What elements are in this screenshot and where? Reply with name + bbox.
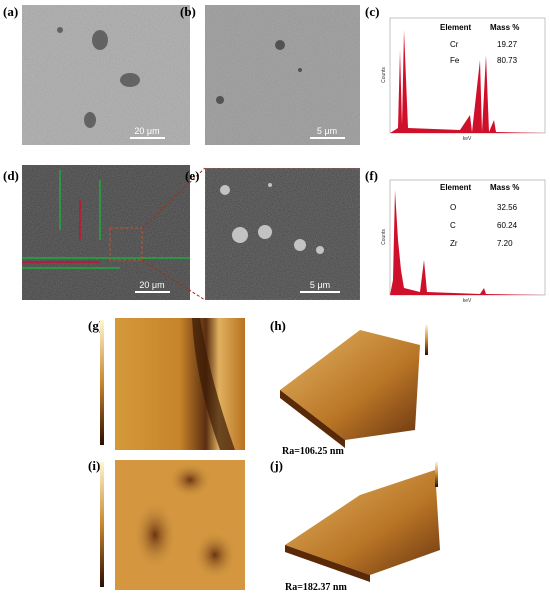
markers (22, 200, 100, 263)
table-cell: 80.73 (497, 56, 518, 65)
spectrum (390, 30, 545, 133)
panel-label: (d) (3, 168, 19, 183)
zoom-line (141, 259, 206, 301)
afm-3d-side (280, 390, 345, 448)
axis-label: Counts (381, 229, 387, 245)
panel-label: (a) (3, 4, 18, 19)
markers (22, 170, 190, 269)
afm-feature (133, 500, 177, 570)
zoom-box (109, 227, 143, 261)
table-cell: 32.56 (497, 203, 518, 212)
table-header: Mass % (490, 183, 519, 192)
afm-feature (193, 530, 237, 580)
color-bar (425, 325, 428, 355)
particles (220, 183, 324, 254)
panel-label: (f) (365, 168, 378, 183)
axis-label: keV (463, 298, 472, 304)
table-header: Mass % (490, 23, 519, 32)
table-cell: O (450, 203, 456, 212)
sem-image (204, 167, 361, 301)
panel-label: (h) (270, 318, 286, 333)
scale-bar-label: 20 μm (139, 280, 164, 290)
table-cell: 7.20 (497, 239, 513, 248)
table-cell: 19.27 (497, 40, 518, 49)
axis-label: Counts (381, 67, 387, 83)
roughness: Ra=106.25 nm (282, 446, 344, 457)
panel-label: (g) (88, 318, 103, 333)
roughness: Ra=182.37 nm (285, 582, 347, 593)
panel-label: (i) (88, 458, 100, 473)
table-cell: Zr (450, 239, 458, 248)
color-bar (100, 462, 104, 587)
table-header: Element (440, 183, 471, 192)
color-bar (435, 462, 438, 487)
sem-image (22, 165, 190, 300)
afm-3d-surface (280, 330, 420, 440)
spectrum-frame (389, 179, 546, 296)
afm-3d-side (285, 545, 370, 582)
sem-image (22, 5, 190, 145)
axis-label: keV (463, 136, 472, 142)
table-header: Element (440, 23, 471, 32)
afm-feature (168, 462, 212, 498)
panel-label: (e) (185, 168, 199, 183)
table-cell: C (450, 221, 456, 230)
panel-label: (b) (180, 4, 196, 19)
color-bar (100, 320, 104, 445)
sem-features (216, 40, 302, 104)
table-cell: 60.24 (497, 221, 518, 230)
afm-3d-surface (285, 470, 440, 575)
table-cell: Fe (450, 56, 460, 65)
spectrum (390, 190, 545, 295)
sem-features (57, 27, 140, 128)
sem-image (205, 5, 360, 145)
panel-label: (c) (365, 4, 379, 19)
scale-bar-label: 20 μm (134, 126, 159, 136)
zoom-line (141, 167, 206, 229)
scale-bar-label: 5 μm (317, 126, 337, 136)
scale-bar-label: 5 μm (310, 280, 330, 290)
afm-feature (192, 318, 235, 450)
spectrum-frame (389, 17, 546, 134)
table-cell: Cr (450, 40, 459, 49)
panel-label: (j) (270, 458, 283, 473)
